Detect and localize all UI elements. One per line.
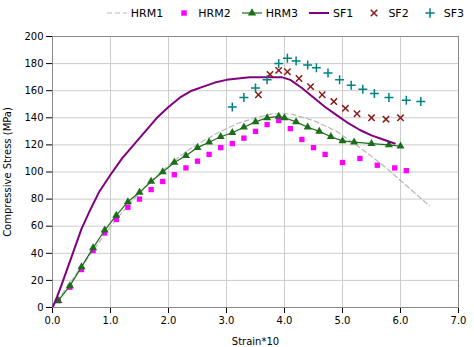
svg-text:1.0: 1.0 <box>103 315 119 326</box>
svg-text:7.0: 7.0 <box>451 315 467 326</box>
html-text:SF3: SF3 <box>443 6 464 20</box>
svg-text:60: 60 <box>31 220 44 231</box>
svg-text:120: 120 <box>24 139 43 150</box>
svg-text:0.0: 0.0 <box>45 315 61 326</box>
svg-text:4.0: 4.0 <box>277 315 293 326</box>
svg-text:80: 80 <box>31 193 44 204</box>
html-text:SF1: SF1 <box>333 6 354 20</box>
svg-text:100: 100 <box>24 166 43 177</box>
html-text:SF2: SF2 <box>388 6 409 20</box>
svg-text:160: 160 <box>24 85 43 96</box>
svg-text:3.0: 3.0 <box>219 315 235 326</box>
svg-text:2.0: 2.0 <box>161 315 177 326</box>
html-text:HRM1: HRM1 <box>130 6 164 20</box>
svg-text:180: 180 <box>24 58 43 69</box>
svg-text:Compressive Stress (MPa): Compressive Stress (MPa) <box>2 107 13 237</box>
svg-text:20: 20 <box>31 275 44 286</box>
svg-text:140: 140 <box>24 112 43 123</box>
svg-text:Strain*10: Strain*10 <box>232 336 279 347</box>
svg-text:200: 200 <box>24 31 43 42</box>
html-text:HRM2: HRM2 <box>198 6 231 20</box>
svg-text:6.0: 6.0 <box>393 315 409 326</box>
svg-text:5.0: 5.0 <box>335 315 351 326</box>
svg-text:40: 40 <box>31 248 44 259</box>
html-text:HRM3: HRM3 <box>265 6 299 20</box>
svg-text:0: 0 <box>37 302 43 313</box>
